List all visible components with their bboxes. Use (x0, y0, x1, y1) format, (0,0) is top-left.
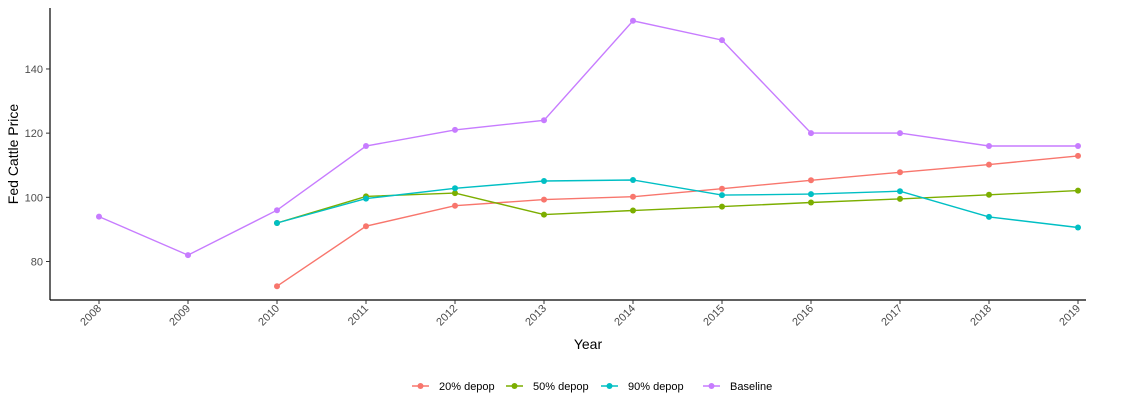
data-point-baseline (452, 126, 458, 133)
x-tick-label: 2014 (612, 303, 638, 329)
data-point-20-depop (986, 161, 992, 168)
x-tick-label: 2013 (523, 303, 549, 329)
series-points (96, 17, 1081, 290)
series-line-90-depop (276, 179, 1079, 229)
x-tick-label: 2010 (256, 303, 282, 329)
data-point-20-depop (1075, 152, 1081, 159)
x-tick-label: 2016 (790, 303, 816, 329)
data-point-50-depop (897, 195, 903, 202)
legend-item-50-depop: 50% depop (506, 381, 589, 393)
series-lines (98, 20, 1079, 287)
data-point-90-depop (274, 220, 280, 226)
legend-swatch-point (708, 383, 715, 389)
data-point-90-depop (452, 185, 458, 192)
plot-area: 80 100 120 140 2008 2009 2010 2011 2012 2013 2014… (25, 8, 1086, 328)
data-point-baseline (363, 143, 369, 149)
data-point-50-depop (808, 199, 814, 206)
legend-label: Baseline (730, 381, 772, 393)
data-point-baseline (897, 130, 903, 137)
data-point-50-depop (1075, 187, 1081, 194)
series-line-50-depop (276, 189, 1079, 224)
x-ticks: 2008 2009 2010 2011 2012 2013 2014 2015 2016 2017… (78, 300, 1083, 328)
data-point-baseline (986, 143, 992, 149)
data-point-90-depop (630, 177, 636, 183)
series-line-20-depop (276, 155, 1079, 287)
data-point-baseline (630, 17, 636, 24)
data-point-baseline (274, 207, 280, 214)
data-point-90-depop (719, 192, 725, 199)
data-point-90-depop (986, 213, 992, 220)
data-point-20-depop (274, 283, 280, 290)
x-tick-label: 2009 (167, 303, 193, 329)
data-point-baseline (808, 130, 814, 137)
legend-label: 90% depop (628, 381, 684, 393)
data-point-20-depop (808, 177, 814, 184)
y-ticks: 80 100 120 140 (25, 64, 50, 268)
data-point-20-depop (452, 202, 458, 209)
data-point-baseline (541, 117, 547, 124)
data-point-20-depop (719, 185, 725, 192)
data-point-90-depop (541, 178, 547, 184)
data-point-50-depop (452, 190, 458, 197)
legend-item-baseline: Baseline (703, 381, 772, 393)
y-tick-label: 120 (25, 128, 43, 140)
data-point-50-depop (541, 211, 547, 218)
y-tick-label: 140 (25, 64, 43, 76)
x-tick-label: 2015 (701, 303, 727, 329)
legend-swatch-point (417, 383, 424, 389)
legend-swatch-point (606, 383, 613, 389)
data-point-50-depop (719, 203, 725, 210)
x-tick-label: 2008 (78, 303, 104, 329)
y-tick-label: 80 (31, 256, 43, 268)
data-point-50-depop (986, 191, 992, 198)
data-point-20-depop (541, 196, 547, 203)
y-axis-title: Fed Cattle Price (5, 104, 21, 205)
x-axis-title: Year (574, 336, 603, 352)
data-point-90-depop (897, 188, 903, 195)
data-point-baseline (719, 37, 725, 44)
legend-label: 50% depop (533, 381, 589, 393)
legend-swatch-point (511, 383, 518, 389)
x-tick-label: 2017 (879, 303, 905, 329)
data-point-baseline (185, 252, 191, 259)
legend-item-20-depop: 20% depop (412, 381, 495, 393)
x-tick-label: 2012 (434, 303, 460, 329)
x-tick-label: 2018 (968, 303, 994, 329)
data-point-90-depop (363, 195, 369, 202)
y-tick-label: 100 (25, 192, 43, 204)
data-point-20-depop (363, 223, 369, 230)
data-point-50-depop (630, 207, 636, 214)
x-tick-label: 2011 (346, 303, 371, 328)
data-point-20-depop (897, 169, 903, 176)
legend: 20% depop 50% depop 90% depop Baseline (412, 381, 772, 393)
series-line-baseline (98, 20, 1078, 256)
data-point-20-depop (630, 193, 636, 200)
data-point-baseline (96, 213, 102, 220)
data-point-90-depop (808, 191, 814, 198)
data-point-baseline (1075, 143, 1081, 149)
legend-item-90-depop: 90% depop (601, 381, 684, 393)
legend-label: 20% depop (439, 381, 495, 393)
x-tick-label: 2019 (1057, 303, 1083, 329)
data-point-90-depop (1075, 224, 1081, 231)
